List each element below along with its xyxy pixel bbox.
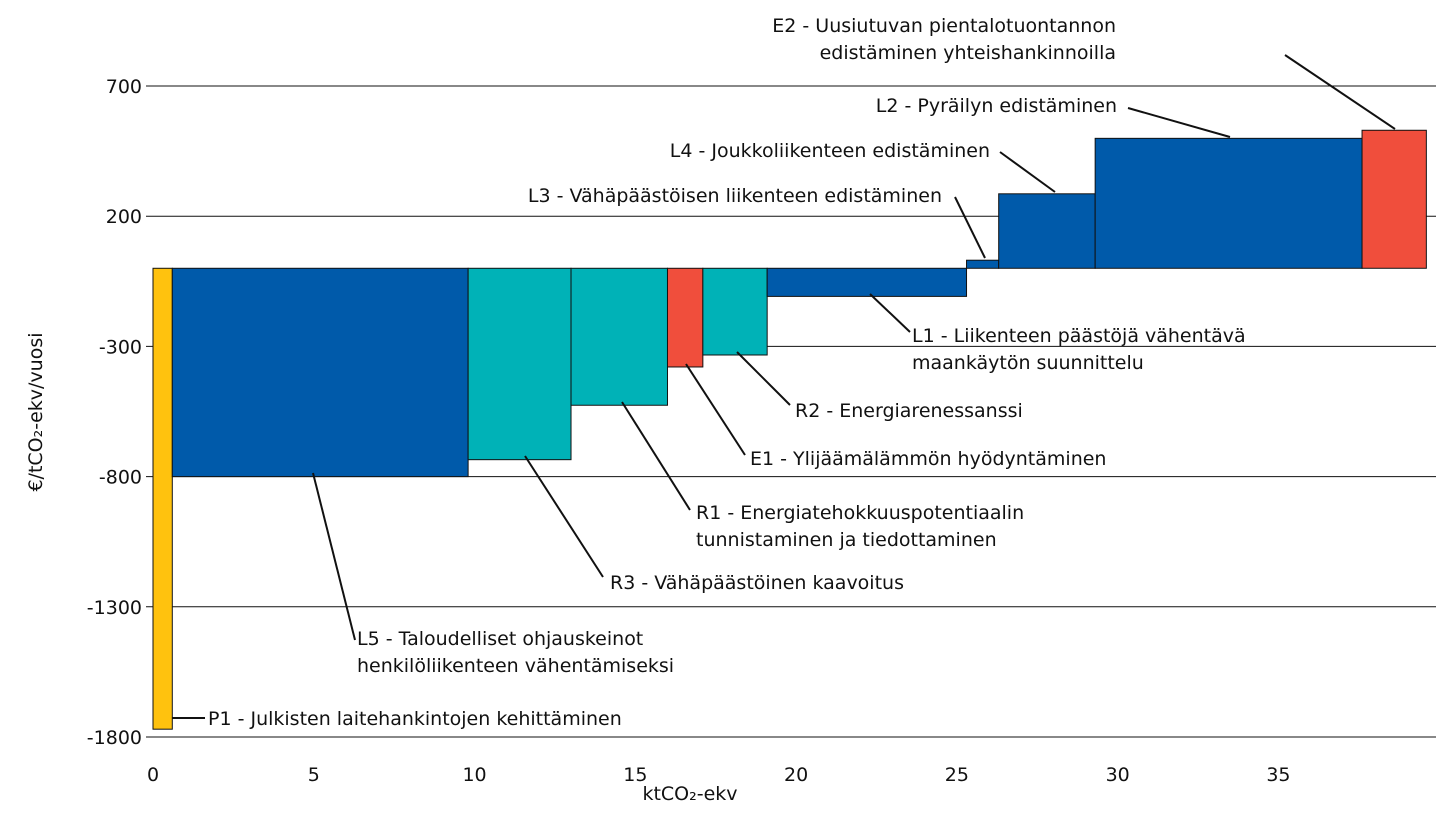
x-tick-label: 35 (1266, 764, 1290, 786)
leader-line (1127, 107, 1231, 138)
y-tick-label: -300 (99, 336, 142, 358)
y-tick-label: -1800 (87, 727, 142, 749)
bar-label-line: L4 - Joukkoliikenteen edistäminen (670, 140, 990, 162)
bar-label-line: tunnistaminen ja tiedottaminen (696, 529, 997, 551)
bar-label: L1 - Liikenteen päästöjä vähentävä maankä… (912, 325, 1246, 374)
x-tick-label: 5 (308, 764, 320, 786)
leader-line (954, 196, 986, 259)
bar-label-line: edistäminen yhteishankinnoilla (820, 42, 1116, 64)
leader-line (312, 472, 356, 641)
y-axis-label: €/tCO₂-ekv/vuosi (25, 332, 47, 491)
bar-label: R3 - Vähäpäästöinen kaavoitus (610, 572, 904, 594)
bar-label-line: henkilöliikenteen vähentämiseksi (357, 655, 674, 677)
bar-label-line: L2 - Pyräilyn edistäminen (876, 95, 1117, 117)
y-tick-label: -800 (99, 467, 142, 489)
bar-label-line: E1 - Ylijäämälämmön hyödyntäminen (750, 448, 1106, 470)
bar (966, 259, 1000, 269)
bar-label-line: L1 - Liikenteen päästöjä vähentävä (912, 325, 1246, 347)
y-tick-label: -1300 (87, 597, 142, 619)
y-tick-label: 700 (106, 76, 142, 98)
bar (702, 267, 768, 356)
bar-label-line: L5 - Taloudelliset ohjauskeinot (357, 628, 643, 650)
x-tick-label: 25 (945, 764, 969, 786)
x-axis-label: ktCO₂-ekv (642, 783, 737, 805)
bar (998, 193, 1096, 269)
bar-label-line: P1 - Julkisten laitehankintojen kehittäm… (208, 708, 622, 730)
leader-line (736, 351, 791, 406)
bar-label: E1 - Ylijäämälämmön hyödyntäminen (750, 448, 1106, 470)
bar (152, 267, 173, 730)
bar-label: E2 - Uusiutuvan pientalotuontannon edistä… (772, 15, 1116, 64)
bar (1094, 137, 1363, 269)
y-tick-label: 200 (106, 206, 142, 228)
leader-line (1284, 54, 1396, 130)
bar-label-line: R3 - Vähäpäästöinen kaavoitus (610, 572, 904, 594)
x-tick-label: 0 (147, 764, 159, 786)
bar (570, 267, 668, 406)
bar-label: R1 - Energiatehokkuuspotentiaalin tunnist… (696, 502, 1024, 551)
bar-label: P1 - Julkisten laitehankintojen kehittäm… (208, 708, 622, 730)
bar-label-line: R1 - Energiatehokkuuspotentiaalin (696, 502, 1024, 524)
bar (171, 267, 469, 478)
bar (666, 267, 704, 368)
bar-label-line: L3 - Vähäpäästöisen liikenteen edistämin… (528, 185, 942, 207)
bar-label-line: E2 - Uusiutuvan pientalotuontannon (772, 15, 1116, 37)
x-tick-label: 10 (462, 764, 486, 786)
x-tick-label: 20 (784, 764, 808, 786)
x-tick-label: 15 (623, 764, 647, 786)
x-tick-label: 30 (1106, 764, 1130, 786)
bar-label-line: R2 - Energiarenessanssi (795, 400, 1023, 422)
leader-line (685, 363, 746, 456)
bar (766, 267, 968, 297)
bar-label-line: maankäytön suunnittelu (912, 352, 1144, 374)
leader-line (869, 293, 911, 333)
leader-line (999, 151, 1056, 193)
bar (467, 267, 572, 461)
bar-label: L5 - Taloudelliset ohjauskeinot henkilöli… (357, 628, 674, 677)
bar-label: L4 - Joukkoliikenteen edistäminen (670, 140, 990, 162)
bar-label: R2 - Energiarenessanssi (795, 400, 1023, 422)
leader-line (621, 401, 691, 511)
bar (1361, 129, 1427, 269)
bar-label: L2 - Pyräilyn edistäminen (876, 95, 1117, 117)
leader-line (524, 455, 604, 578)
bar-label: L3 - Vähäpäästöisen liikenteen edistämin… (528, 185, 942, 207)
